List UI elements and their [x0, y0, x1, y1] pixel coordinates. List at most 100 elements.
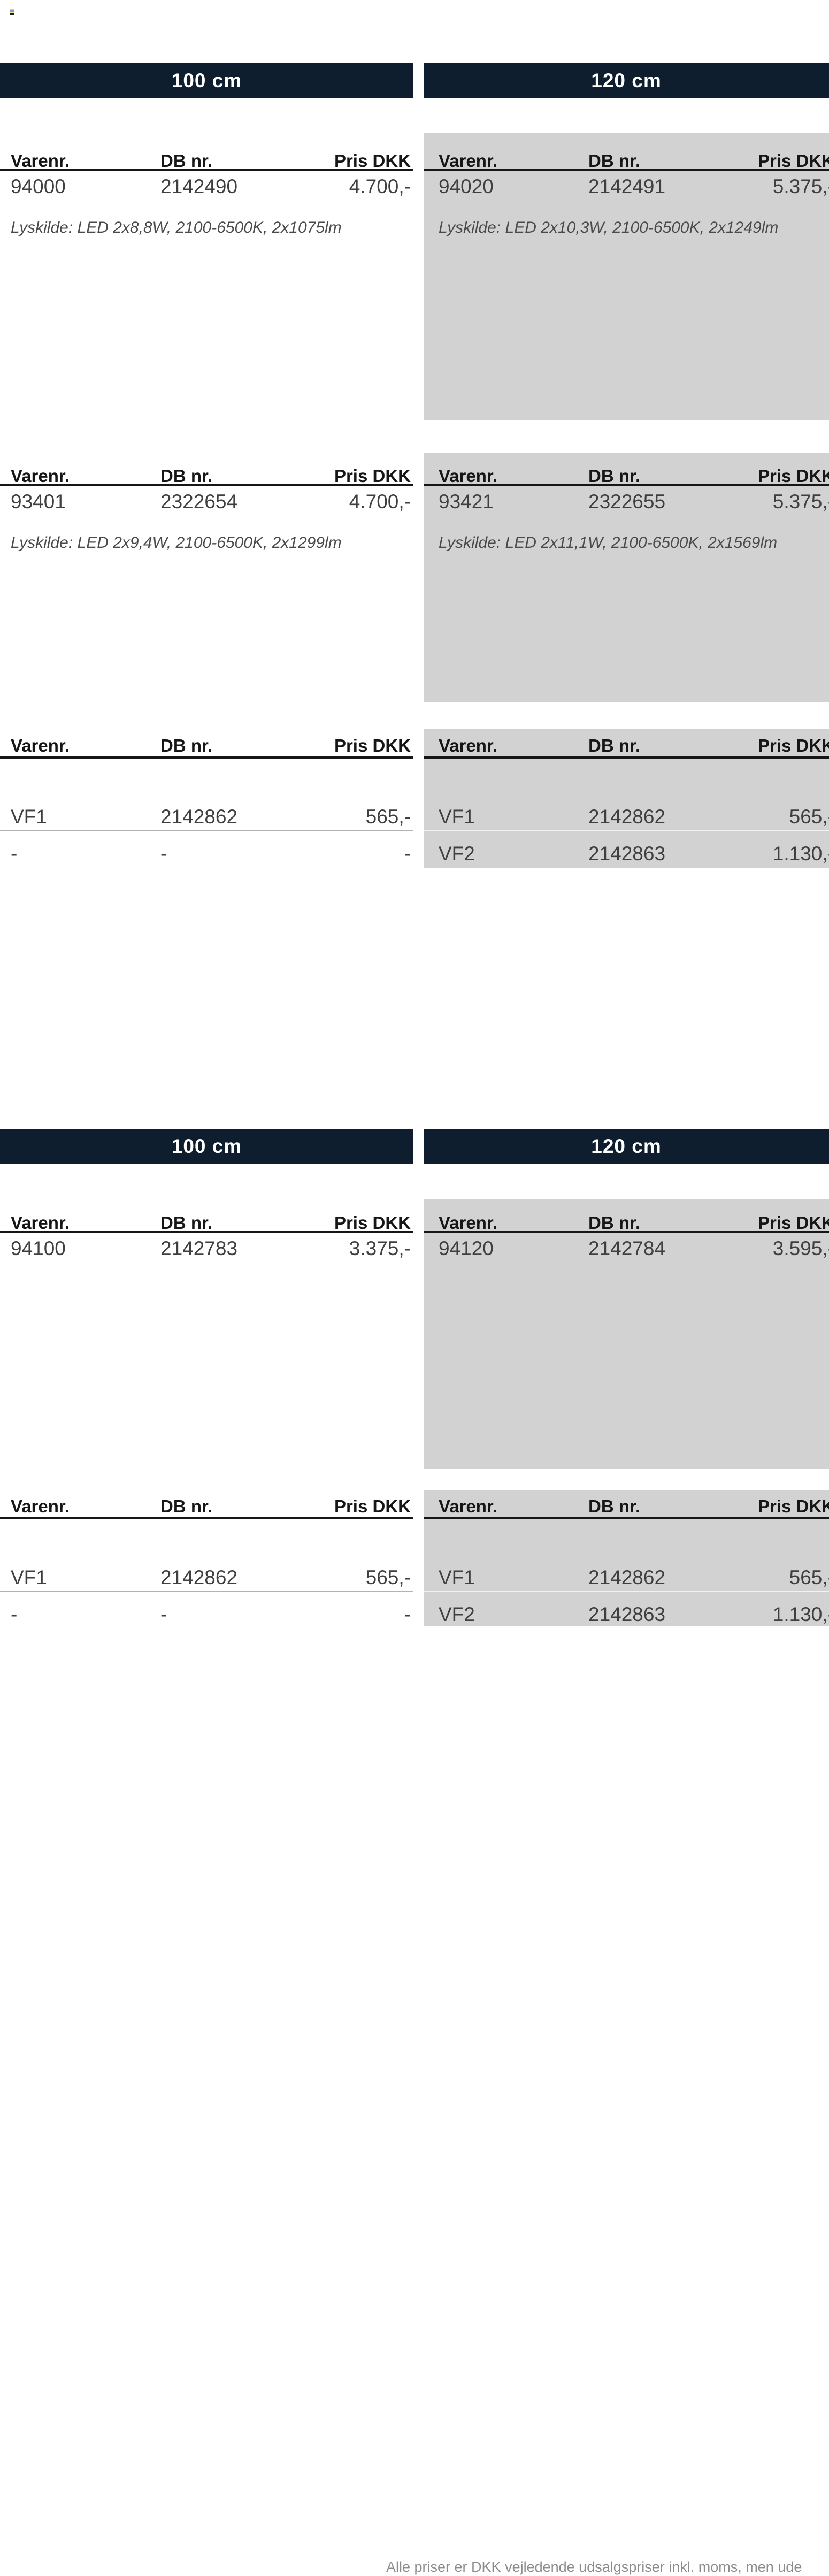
price-cell: 565,-	[789, 806, 829, 828]
table-row: 94100 2142783 3.375,-	[0, 1237, 413, 1262]
gray-panel-a2	[424, 453, 829, 702]
varenr-cell: VF1	[11, 806, 47, 828]
accessory-table-100cm-a: Varenr. DB nr. Pris DKK VF1 2142862 565,…	[0, 736, 413, 870]
col-header-varenr: Varenr.	[439, 466, 498, 486]
col-header-varenr: Varenr.	[439, 1213, 498, 1233]
col-header-varenr: Varenr.	[11, 736, 70, 755]
print-mark-stripe-violet	[10, 10, 14, 12]
price-cell: 565,-	[365, 806, 411, 828]
header-rule	[0, 484, 413, 486]
varenr-cell: VF1	[439, 1566, 475, 1588]
col-header-dbnr: DB nr.	[160, 466, 213, 486]
table-row: VF2 2142863 1.130,-	[424, 1603, 829, 1627]
col-header-dbnr: DB nr.	[160, 1213, 213, 1233]
header-rule	[424, 1517, 829, 1519]
varenr-cell: 94020	[439, 175, 494, 197]
price-cell: 1.130,-	[772, 843, 829, 865]
dbnr-cell: 2142490	[160, 175, 238, 197]
table-row: 94020 2142491 5.375,-	[424, 175, 829, 200]
col-header-dbnr: DB nr.	[160, 736, 213, 755]
col-header-pris: Pris DKK	[334, 466, 411, 486]
table-header-row: Varenr. DB nr. Pris DKK	[0, 1496, 413, 1519]
varenr-cell: VF1	[439, 806, 475, 828]
table-header-row: Varenr. DB nr. Pris DKK	[424, 151, 829, 174]
print-registration-mark	[10, 9, 14, 15]
col-header-pris: Pris DKK	[334, 736, 411, 755]
header-rule	[0, 1231, 413, 1233]
size-header-label: 100 cm	[171, 1135, 242, 1157]
varenr-cell: VF2	[439, 843, 475, 865]
col-header-varenr: Varenr.	[439, 151, 498, 171]
dbnr-cell: 2142863	[588, 1603, 666, 1625]
col-header-varenr: Varenr.	[11, 151, 70, 171]
table-row: VF2 2142863 1.130,-	[424, 843, 829, 867]
dbnr-cell: 2142862	[160, 806, 238, 828]
varenr-cell: 93421	[439, 491, 494, 513]
varenr-cell: VF1	[11, 1566, 47, 1588]
size-header-label: 100 cm	[171, 69, 242, 91]
dbnr-cell: 2142784	[588, 1237, 666, 1259]
col-header-pris: Pris DKK	[757, 736, 829, 755]
dbnr-cell: -	[160, 1603, 167, 1625]
col-header-dbnr: DB nr.	[160, 151, 213, 171]
size-header-100cm-b: 100 cm	[0, 1129, 413, 1164]
row-separator	[0, 830, 413, 831]
header-rule	[424, 169, 829, 171]
table-row: 93421 2322655 5.375,-	[424, 491, 829, 515]
col-header-varenr: Varenr.	[11, 1213, 70, 1233]
header-rule	[0, 756, 413, 759]
table-header-row: Varenr. DB nr. Pris DKK	[424, 736, 829, 759]
accessory-table-120cm-a: Varenr. DB nr. Pris DKK VF1 2142862 565,…	[424, 736, 829, 870]
price-table-120cm-a2: Varenr. DB nr. Pris DKK 93421 2322655 5.…	[424, 466, 829, 563]
print-mark-stripe-black	[10, 13, 14, 15]
price-cell: -	[404, 843, 411, 865]
varenr-cell: 94000	[11, 175, 66, 197]
price-cell: 4.700,-	[349, 175, 411, 197]
col-header-varenr: Varenr.	[439, 736, 498, 755]
table-header-row: Varenr. DB nr. Pris DKK	[0, 1213, 413, 1236]
col-header-dbnr: DB nr.	[588, 1213, 641, 1233]
varenr-cell: -	[11, 1603, 18, 1625]
gray-panel-b2	[424, 1490, 829, 1626]
size-header-100cm-a: 100 cm	[0, 63, 413, 98]
price-table-100cm-a: Varenr. DB nr. Pris DKK 94000 2142490 4.…	[0, 151, 413, 248]
light-source-note: Lyskilde: LED 2x11,1W, 2100-6500K, 2x156…	[439, 534, 778, 552]
price-cell: -	[404, 1603, 411, 1625]
varenr-cell: 93401	[11, 491, 66, 513]
price-table-100cm-a2: Varenr. DB nr. Pris DKK 93401 2322654 4.…	[0, 466, 413, 563]
dbnr-cell: 2322654	[160, 491, 238, 513]
row-separator	[0, 1591, 413, 1592]
price-table-120cm-a: Varenr. DB nr. Pris DKK 94020 2142491 5.…	[424, 151, 829, 248]
dbnr-cell: -	[160, 843, 167, 865]
price-table-120cm-b: Varenr. DB nr. Pris DKK 94120 2142784 3.…	[424, 1213, 829, 1283]
table-header-row: Varenr. DB nr. Pris DKK	[0, 151, 413, 174]
col-header-pris: Pris DKK	[757, 1496, 829, 1516]
dbnr-cell: 2142862	[160, 1566, 238, 1588]
price-disclaimer: Alle priser er DKK vejledende udsalgspri…	[386, 2559, 802, 2575]
price-cell: 1.130,-	[772, 1603, 829, 1625]
varenr-cell: 94100	[11, 1237, 66, 1259]
table-row: - - -	[0, 843, 413, 867]
table-header-row: Varenr. DB nr. Pris DKK	[0, 466, 413, 489]
varenr-cell: -	[11, 843, 18, 865]
header-rule	[0, 169, 413, 171]
row-separator	[424, 830, 829, 831]
dbnr-cell: 2322655	[588, 491, 666, 513]
table-row: VF1 2142862 565,-	[424, 806, 829, 830]
col-header-varenr: Varenr.	[11, 466, 70, 486]
price-cell: 5.375,-	[772, 491, 829, 513]
dbnr-cell: 2142783	[160, 1237, 238, 1259]
print-mark-stripe-cyan	[10, 9, 14, 10]
col-header-pris: Pris DKK	[334, 151, 411, 171]
dbnr-cell: 2142491	[588, 175, 666, 197]
gray-panel-a1	[424, 133, 829, 420]
price-cell: 3.375,-	[349, 1237, 411, 1259]
light-source-note: Lyskilde: LED 2x9,4W, 2100-6500K, 2x1299…	[11, 534, 342, 552]
table-row: - - -	[0, 1603, 413, 1627]
col-header-dbnr: DB nr.	[588, 151, 641, 171]
table-row: VF1 2142862 565,-	[0, 806, 413, 830]
table-row: VF1 2142862 565,-	[0, 1566, 413, 1591]
varenr-cell: VF2	[439, 1603, 475, 1625]
col-header-pris: Pris DKK	[757, 1213, 829, 1233]
table-row: VF1 2142862 565,-	[424, 1566, 829, 1591]
